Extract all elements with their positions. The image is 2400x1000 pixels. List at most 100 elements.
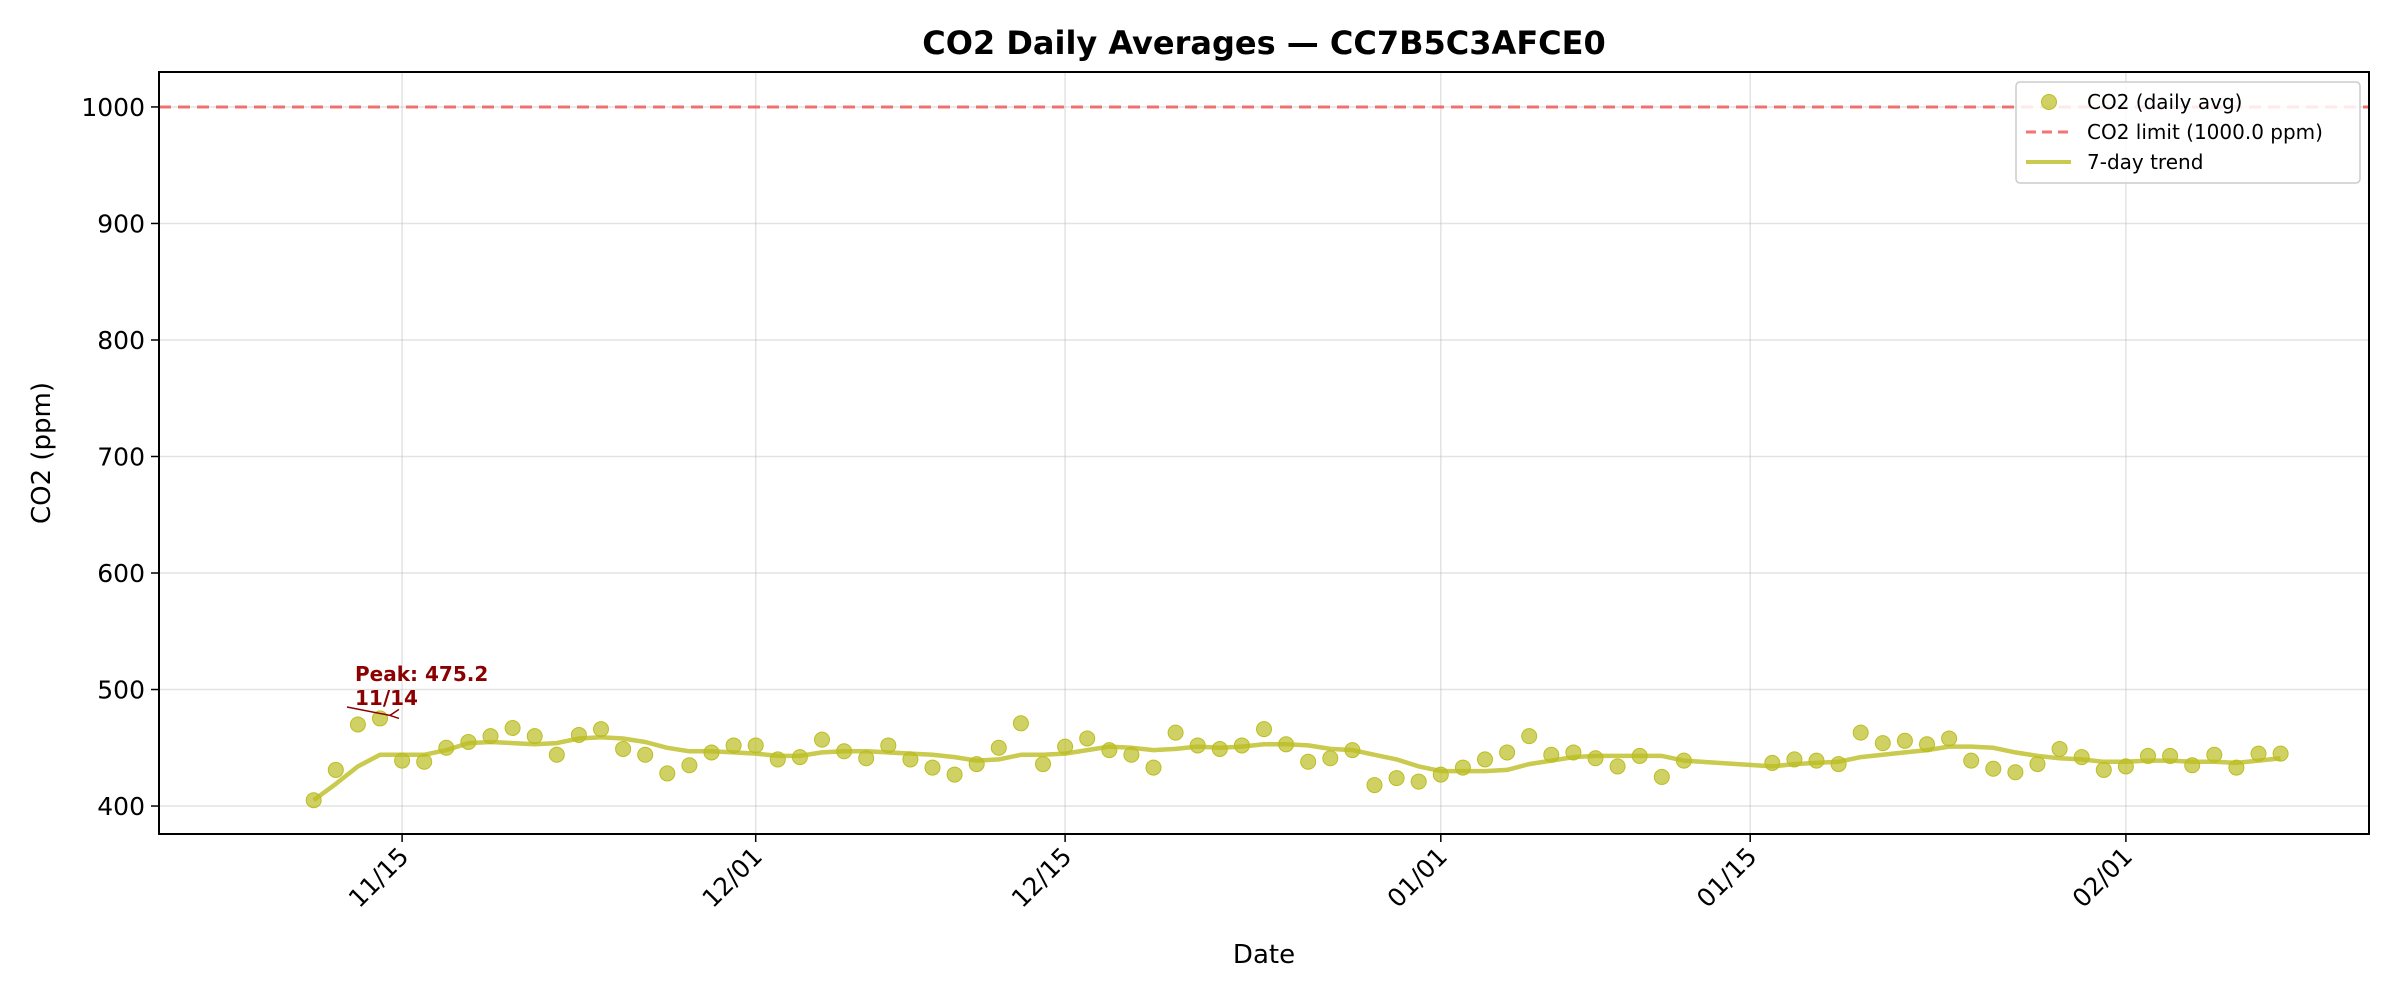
co2-data-point bbox=[637, 746, 654, 763]
co2-data-point bbox=[2095, 761, 2112, 778]
co2-data-point bbox=[438, 739, 455, 756]
co2-data-point bbox=[1101, 742, 1118, 759]
co2-data-point bbox=[593, 721, 609, 738]
co2-data-point bbox=[1256, 721, 1272, 738]
co2-data-point bbox=[769, 751, 786, 768]
y-tick-label: 400 bbox=[97, 792, 145, 821]
co2-data-point bbox=[615, 740, 632, 757]
co2-data-point bbox=[482, 728, 499, 745]
co2-data-point bbox=[1919, 736, 1935, 753]
co2-data-point bbox=[703, 744, 720, 761]
co2-data-point bbox=[349, 716, 366, 733]
co2-data-point bbox=[1410, 773, 1427, 790]
co2-data-point bbox=[504, 719, 521, 736]
co2-data-point bbox=[2073, 749, 2090, 766]
legend-box bbox=[2015, 81, 2361, 184]
co2-data-point bbox=[1454, 759, 1471, 776]
co2-data-point bbox=[858, 750, 875, 767]
co2-data-point bbox=[1211, 740, 1228, 757]
co2-data-point bbox=[1631, 747, 1648, 764]
point-layer bbox=[305, 710, 2289, 809]
co2-data-point bbox=[1587, 750, 1604, 767]
y-tick-label: 900 bbox=[97, 209, 145, 238]
co2-data-point bbox=[2117, 758, 2134, 775]
y-tick-label: 700 bbox=[97, 442, 145, 471]
co2-data-point bbox=[2184, 757, 2201, 774]
co2-data-point bbox=[1123, 746, 1140, 763]
co2-data-point bbox=[1079, 730, 1096, 747]
co2-data-point bbox=[1344, 742, 1361, 759]
co2-data-point bbox=[1278, 736, 1295, 753]
co2-data-point bbox=[1675, 752, 1692, 769]
co2-data-point bbox=[1963, 752, 1980, 769]
chart-title: CO2 Daily Averages — CC7B5C3AFCE0 bbox=[922, 24, 1606, 62]
co2-data-point bbox=[526, 728, 543, 745]
co2-data-point bbox=[1499, 744, 1516, 761]
co2-data-point bbox=[1521, 728, 1538, 745]
co2-data-point bbox=[305, 792, 322, 809]
co2-data-point bbox=[990, 739, 1007, 756]
co2-data-point bbox=[1830, 756, 1847, 773]
co2-data-point bbox=[394, 752, 411, 769]
plot-frame bbox=[158, 71, 2370, 835]
co2-data-point bbox=[548, 746, 565, 763]
legend-label-limit: CO2 limit (1000.0 ppm) bbox=[2087, 120, 2323, 144]
annotation-arrow-shaft bbox=[346, 706, 391, 717]
y-tick-label: 1000 bbox=[81, 93, 145, 122]
co2-data-point bbox=[2029, 756, 2046, 773]
co2-data-point bbox=[1808, 752, 1825, 769]
co2-data-point bbox=[924, 759, 941, 776]
grid-layer bbox=[159, 72, 2369, 834]
trend-layer bbox=[312, 735, 2281, 803]
co2-data-point bbox=[2051, 740, 2068, 757]
co2-data-point bbox=[946, 766, 963, 783]
co2-data-point bbox=[2206, 746, 2223, 763]
co2-data-point bbox=[2272, 745, 2289, 762]
co2-data-point bbox=[1233, 737, 1250, 754]
co2-data-point bbox=[1786, 751, 1803, 768]
trend-line bbox=[312, 735, 2281, 803]
co2-data-point bbox=[1653, 768, 1670, 785]
co2-data-point bbox=[1565, 744, 1582, 761]
co2-data-point bbox=[725, 737, 742, 754]
co2-data-point bbox=[659, 765, 676, 782]
co2-data-point bbox=[1300, 753, 1317, 770]
legend-label-trend: 7-day trend bbox=[2087, 150, 2203, 174]
x-axis-label: Date bbox=[1233, 940, 1295, 970]
co2-data-point bbox=[1145, 759, 1162, 776]
y-tick-label: 600 bbox=[97, 559, 145, 588]
co2-data-point bbox=[1432, 766, 1449, 783]
co2-data-point bbox=[2140, 747, 2156, 764]
co2-data-point bbox=[681, 757, 698, 774]
co2-data-point bbox=[1477, 751, 1493, 768]
co2-data-point bbox=[880, 737, 897, 754]
legend-marker-scatter bbox=[2041, 94, 2057, 110]
co2-data-point bbox=[1985, 760, 2002, 777]
y-tick-label: 500 bbox=[97, 676, 145, 705]
co2-data-point bbox=[1543, 746, 1560, 763]
co2-data-point bbox=[2250, 745, 2267, 762]
co2-data-point bbox=[1057, 738, 1074, 755]
co2-data-point bbox=[416, 753, 433, 770]
co2-data-point bbox=[460, 733, 477, 750]
co2-data-point bbox=[1388, 770, 1405, 787]
peak-annotation-value: Peak: 475.2 bbox=[355, 662, 488, 686]
co2-data-point bbox=[1764, 754, 1781, 771]
y-axis-label: CO2 (ppm) bbox=[27, 382, 57, 524]
co2-data-point bbox=[1366, 777, 1383, 794]
legend-label-scatter: CO2 (daily avg) bbox=[2087, 90, 2242, 114]
co2-data-point bbox=[1322, 750, 1339, 767]
co2-data-point bbox=[836, 743, 853, 760]
co2-data-point bbox=[747, 737, 764, 754]
co2-data-point bbox=[1852, 724, 1869, 741]
legend: CO2 (daily avg) CO2 limit (1000.0 ppm) 7… bbox=[2015, 81, 2361, 184]
co2-data-point bbox=[814, 731, 830, 748]
peak-annotation-date: 11/14 bbox=[355, 686, 418, 710]
co2-data-point bbox=[570, 726, 587, 743]
co2-data-point bbox=[1941, 730, 1958, 747]
co2-data-point bbox=[1012, 715, 1029, 732]
co2-data-point bbox=[2228, 759, 2245, 776]
co2-data-point bbox=[791, 749, 808, 766]
co2-data-point bbox=[1035, 756, 1051, 773]
annotation-arrow-head bbox=[389, 708, 400, 720]
